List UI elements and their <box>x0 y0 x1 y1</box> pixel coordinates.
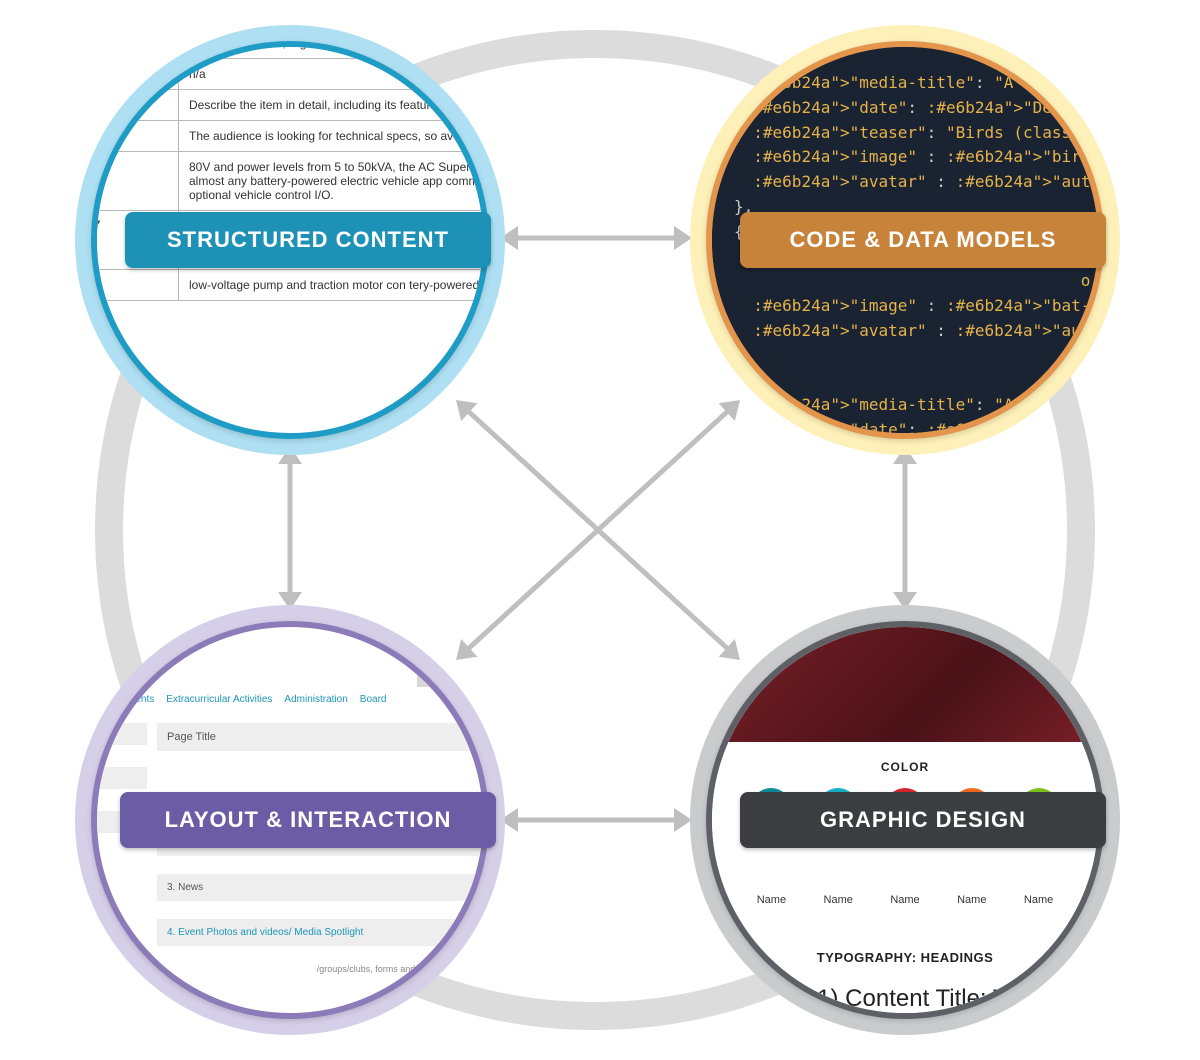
wireframe-footer: /groups/clubs, forms and docu <box>157 964 489 974</box>
swatch-name-row: Name Name Name Name Name <box>712 894 1098 906</box>
content-block-link: 4. Event Photos and videos/ Media Spotli… <box>157 919 489 946</box>
sidebar-block: ibs <box>91 723 147 745</box>
table-row-label: E OF PAGE <box>91 90 179 121</box>
nav-link: Board <box>360 694 387 705</box>
color-section-title: COLOR <box>712 760 1098 774</box>
h1-sample: 1 (h1) Content Title: The <box>712 985 1098 1013</box>
utility-nav-item: Utility Navigation <box>417 647 489 666</box>
table-row-value: low-voltage pump and traction motor con … <box>179 270 490 301</box>
table-row-label: E AND TONE ES <box>91 121 179 152</box>
structured-content-label-text: STRUCTURED CONTENT <box>167 227 449 253</box>
structured-content-label: STRUCTURED CONTENT <box>125 212 491 268</box>
graphic-design-label: GRAPHIC DESIGN <box>740 792 1106 848</box>
typography-section-title: TYPOGRAPHY: HEADINGS <box>712 950 1098 965</box>
swatch-name: Name <box>957 894 986 906</box>
table-row-label <box>91 270 179 301</box>
layout-interaction-label: LAYOUT & INTERACTION <box>120 792 496 848</box>
content-block: 3. News <box>157 874 489 901</box>
page-title-block: Page Title <box>157 723 489 751</box>
table-row-value: Describe the item in detail, including i… <box>179 90 490 121</box>
nav-link: Administration <box>284 694 347 705</box>
table-row-label: SSAGE <box>91 59 179 90</box>
layout-interaction-label-text: LAYOUT & INTERACTION <box>165 807 452 833</box>
table-row-value: The audience is looking for technical sp… <box>179 121 490 152</box>
table-row-label: NG C IMMA <box>91 152 179 211</box>
swatch-name: Name <box>824 894 853 906</box>
table-row-value: n/a <box>179 59 490 90</box>
code-data-label-text: CODE & DATA MODELS <box>790 227 1057 253</box>
utility-nav-item: Search <box>417 668 489 687</box>
table-row-value: 80V and power levels from 5 to 50kVA, th… <box>179 152 490 211</box>
swatch-name: Name <box>757 894 786 906</box>
graphic-design-label-text: GRAPHIC DESIGN <box>820 807 1026 833</box>
swatch-name: Name <box>890 894 919 906</box>
swatch-name: Name <box>1024 894 1053 906</box>
sidebar-block: on igation <box>91 767 147 789</box>
table-row-label <box>91 41 179 59</box>
nav-link: Extracurricular Activities <box>166 694 272 705</box>
hero-banner <box>712 627 1098 742</box>
nav-link: esources for Students <box>91 694 154 705</box>
diagram-stage: Small businesses, regional distributorsS… <box>0 0 1200 1060</box>
code-data-label: CODE & DATA MODELS <box>740 212 1106 268</box>
